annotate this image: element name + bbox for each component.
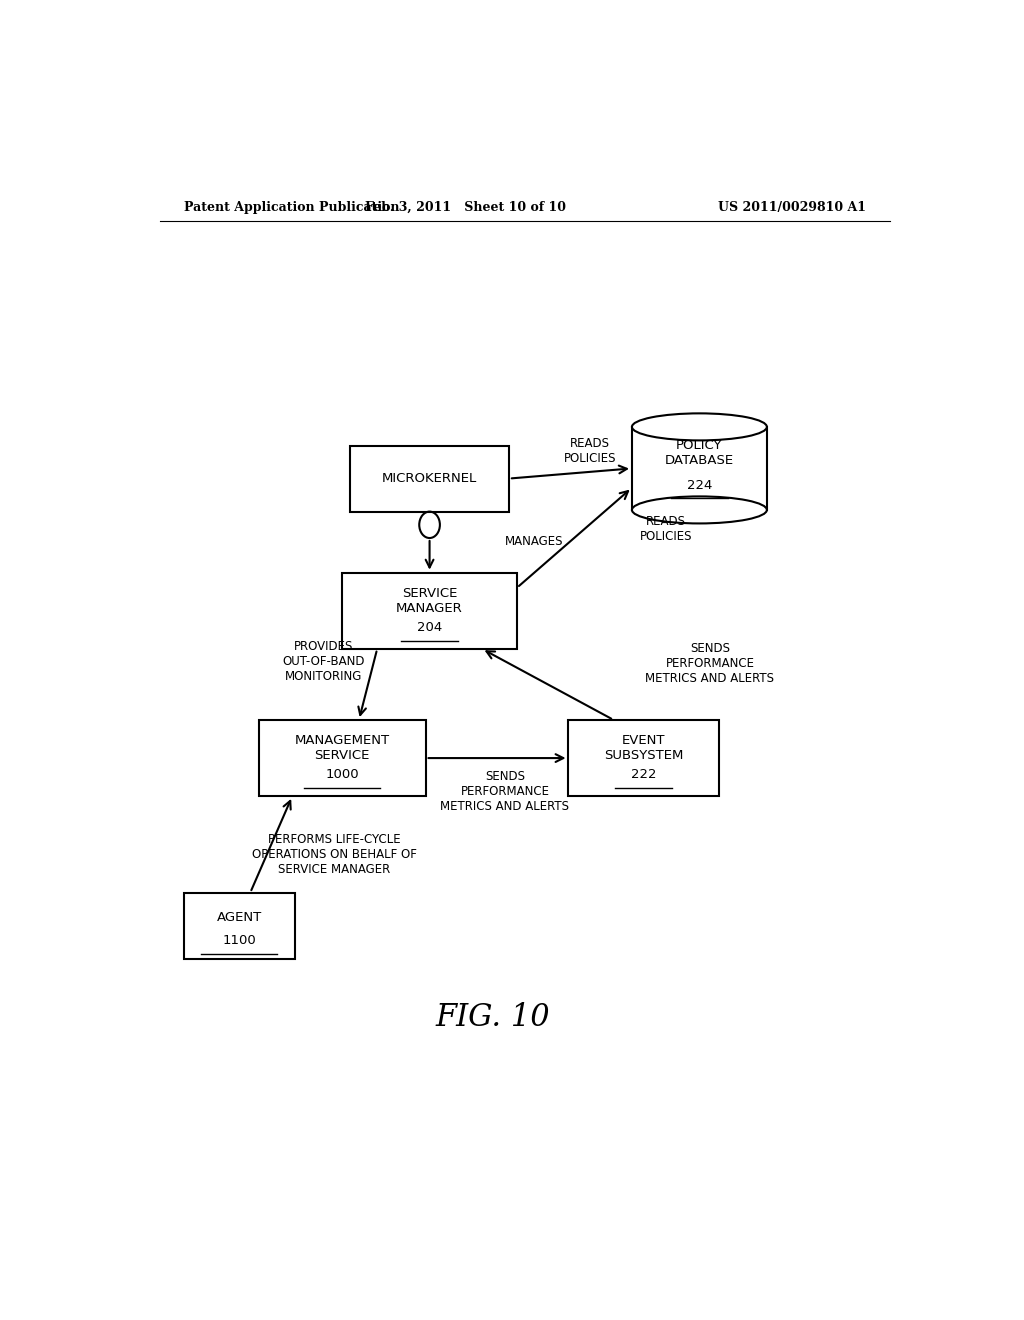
Text: 204: 204 bbox=[417, 620, 442, 634]
Text: FIG. 10: FIG. 10 bbox=[436, 1002, 550, 1032]
Text: 222: 222 bbox=[631, 768, 656, 781]
Text: EVENT
SUBSYSTEM: EVENT SUBSYSTEM bbox=[604, 734, 684, 762]
Bar bbox=[350, 446, 509, 512]
Text: 224: 224 bbox=[687, 479, 712, 492]
Bar bbox=[259, 719, 426, 796]
Text: MICROKERNEL: MICROKERNEL bbox=[382, 473, 477, 484]
Bar bbox=[183, 892, 295, 958]
Text: POLICY
DATABASE: POLICY DATABASE bbox=[665, 440, 734, 467]
Text: SENDS
PERFORMANCE
METRICS AND ALERTS: SENDS PERFORMANCE METRICS AND ALERTS bbox=[645, 642, 774, 685]
Text: Feb. 3, 2011   Sheet 10 of 10: Feb. 3, 2011 Sheet 10 of 10 bbox=[365, 201, 566, 214]
Text: MANAGEMENT
SERVICE: MANAGEMENT SERVICE bbox=[295, 734, 390, 762]
Text: SENDS
PERFORMANCE
METRICS AND ALERTS: SENDS PERFORMANCE METRICS AND ALERTS bbox=[440, 770, 569, 813]
Text: Patent Application Publication: Patent Application Publication bbox=[183, 201, 399, 214]
Bar bbox=[568, 719, 719, 796]
Text: 1000: 1000 bbox=[326, 768, 359, 781]
Ellipse shape bbox=[632, 496, 767, 524]
Bar bbox=[342, 573, 517, 649]
Text: READS
POLICIES: READS POLICIES bbox=[563, 437, 616, 465]
Text: 1100: 1100 bbox=[222, 933, 256, 946]
Text: READS
POLICIES: READS POLICIES bbox=[640, 515, 692, 544]
Text: SERVICE
MANAGER: SERVICE MANAGER bbox=[396, 587, 463, 615]
Ellipse shape bbox=[632, 413, 767, 441]
Text: MANAGES: MANAGES bbox=[505, 535, 563, 548]
Text: US 2011/0029810 A1: US 2011/0029810 A1 bbox=[718, 201, 866, 214]
Text: PROVIDES
OUT-OF-BAND
MONITORING: PROVIDES OUT-OF-BAND MONITORING bbox=[283, 640, 366, 682]
Text: PERFORMS LIFE-CYCLE
OPERATIONS ON BEHALF OF
SERVICE MANAGER: PERFORMS LIFE-CYCLE OPERATIONS ON BEHALF… bbox=[252, 833, 417, 876]
Text: AGENT: AGENT bbox=[216, 911, 262, 924]
